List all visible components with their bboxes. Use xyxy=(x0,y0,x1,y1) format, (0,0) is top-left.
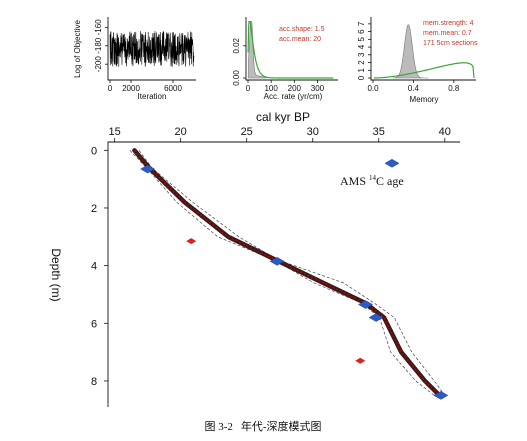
ams-date-marker xyxy=(140,164,156,174)
p2-xtick-label: 200 xyxy=(288,84,302,93)
p3-ytick-label: 5 xyxy=(357,37,366,42)
legend-c-age: C age xyxy=(376,174,404,188)
p3-xtick-label: 0.4 xyxy=(408,84,420,93)
legend-ams: AMS xyxy=(340,174,369,188)
p1-xtick-label: 2000 xyxy=(122,84,140,93)
ams-date-marker xyxy=(368,313,384,322)
p3-ytick-label: 7 xyxy=(357,21,366,26)
main-ylabel: Depth (m) xyxy=(49,248,63,301)
acc-posterior-area xyxy=(248,21,267,79)
p2-ann-shape: acc.shape: 1.5 xyxy=(279,26,325,33)
panel-iteration: 0 2000 6000 -200 -180-160 Log of Objective I… xyxy=(73,17,196,101)
legend-label: AMS 14C age xyxy=(340,174,404,188)
main-xtick-label: 30 xyxy=(307,126,319,138)
ams-date-marker xyxy=(433,391,449,400)
main-title: cal kyr BP xyxy=(256,110,310,124)
main-ytick-label: 8 xyxy=(91,376,97,388)
outlier-date-marker xyxy=(186,238,197,245)
main-xtick-label: 35 xyxy=(373,126,385,138)
ams-date-marker xyxy=(358,300,374,309)
confidence-bound-upper xyxy=(138,150,446,396)
p2-xlabel: Acc. rate (yr/cm) xyxy=(264,92,323,101)
p1-ytick-label: -200 xyxy=(94,56,103,73)
confidence-bound-lower xyxy=(129,150,435,396)
p3-ytick-label: 6 xyxy=(357,29,366,34)
p3-ann-sections: 171 5cm sections xyxy=(423,40,478,47)
caption-number: 图 3-2 xyxy=(204,420,232,433)
panel-age-depth: cal kyr BP 15 20 25 30 35 40 0 2 4 6 8 Depth (m) A… xyxy=(49,110,460,407)
p1-xlabel: Iteration xyxy=(138,92,167,101)
main-xtick-label: 15 xyxy=(109,126,121,138)
p1-ytick-label: -180 xyxy=(94,37,103,54)
p1-xtick-label: 6000 xyxy=(164,84,182,93)
p1-xtick-label: 0 xyxy=(108,84,113,93)
p2-xtick-label: 100 xyxy=(264,84,278,93)
p3-xtick-label: 0.8 xyxy=(448,84,460,93)
p3-ytick-label: 2 xyxy=(357,60,366,65)
main-xtick-label: 25 xyxy=(241,126,253,138)
figure-caption: 图 3-2 年代-深度模式图 xyxy=(204,419,321,433)
panel-acc-rate: 0 100 200 300 0.00 0.02 acc.shape: 1.5 acc.me… xyxy=(232,17,338,101)
p3-ytick-label: 3 xyxy=(357,52,366,57)
model-mean-line xyxy=(134,149,440,396)
main-ytick-label: 4 xyxy=(91,261,97,273)
p2-ann-mean: acc.mean: 20 xyxy=(279,36,321,43)
p1-ytick-label: -160 xyxy=(94,19,103,36)
p3-ytick-label: 4 xyxy=(357,44,366,49)
main-ytick-label: 2 xyxy=(91,203,97,215)
trace-line xyxy=(109,31,195,67)
p3-xlabel: Memory xyxy=(410,95,439,104)
p2-ytick-label: 0.00 xyxy=(232,70,241,86)
p2-xtick-label: 0 xyxy=(246,84,251,93)
p2-xtick-label: 300 xyxy=(311,84,325,93)
p3-xtick-label: 0.0 xyxy=(367,84,379,93)
panel-memory: 0.0 0.4 0.8 0 1 2 3 4 5 6 7 mem.strength: 4 mem.me… xyxy=(357,17,478,104)
p3-ann-mean: mem.mean: 0.7 xyxy=(423,30,472,37)
p2-ytick-label: 0.02 xyxy=(232,37,241,53)
main-xtick-label: 20 xyxy=(175,126,187,138)
main-ytick-label: 6 xyxy=(91,318,97,330)
p3-ann-strength: mem.strength: 4 xyxy=(423,20,474,27)
outlier-date-marker xyxy=(355,357,366,364)
ams-date-marker xyxy=(269,257,285,266)
mem-prior-line xyxy=(373,62,475,79)
ams-date-marker xyxy=(384,159,400,168)
main-xtick-label: 40 xyxy=(439,126,451,138)
p3-ytick-label: 0 xyxy=(357,75,366,80)
p3-ytick-label: 1 xyxy=(357,67,366,72)
caption-title: 年代-深度模式图 xyxy=(241,419,322,433)
p1-ylabel: Log of Objective xyxy=(73,20,82,78)
acc-prior-line xyxy=(247,21,334,79)
main-ytick-label: 0 xyxy=(91,145,97,157)
legend-superscript: 14 xyxy=(369,174,377,182)
